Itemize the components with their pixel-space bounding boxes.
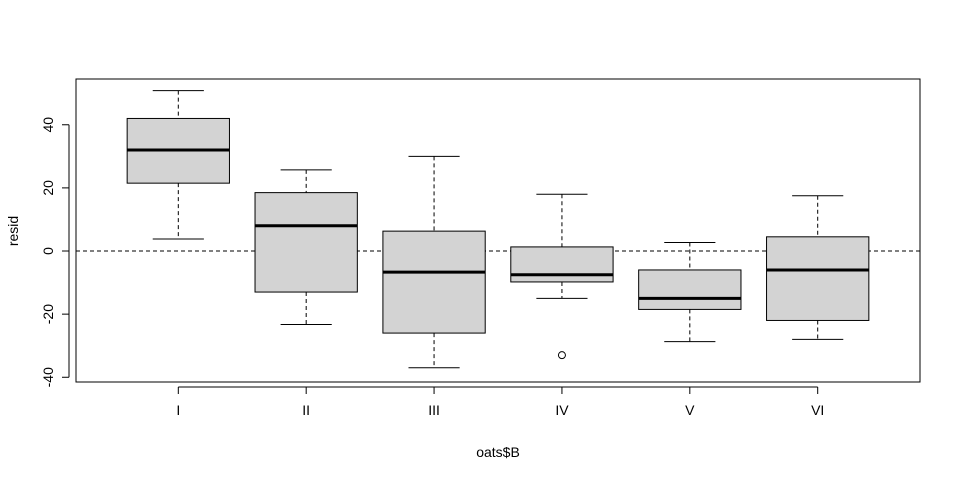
y-tick-label: 40: [40, 117, 56, 133]
box-II: [254, 169, 358, 326]
y-tick-label: 20: [40, 180, 56, 196]
x-axis: I II III IV V VI: [176, 386, 824, 418]
x-axis-title: oats$B: [476, 444, 520, 460]
x-tick-label: I: [176, 402, 180, 418]
box-V: [638, 241, 742, 343]
outlier-point: [557, 351, 566, 360]
box-iqr: [382, 230, 486, 334]
y-axis-title: resid: [5, 216, 21, 246]
box-iqr: [254, 192, 358, 293]
plot-frame: [75, 78, 921, 383]
box-iqr: [638, 269, 742, 310]
y-tick-label: 0: [40, 247, 56, 255]
y-tick-label: -40: [40, 367, 56, 387]
x-tick-label: V: [685, 402, 695, 418]
box-iqr: [510, 246, 614, 283]
x-tick-label: VI: [811, 402, 824, 418]
plot-marks: [76, 90, 920, 369]
box-iqr: [766, 236, 870, 321]
x-tick-label: III: [428, 402, 440, 418]
box-I: [126, 90, 230, 240]
box-III: [382, 155, 486, 369]
box-VI: [766, 195, 870, 340]
box-IV: [510, 193, 614, 360]
x-tick-label: IV: [555, 402, 569, 418]
y-tick-label: -20: [40, 304, 56, 324]
x-tick-label: II: [302, 402, 310, 418]
y-axis: -40 -20 0 20 40: [40, 117, 70, 387]
